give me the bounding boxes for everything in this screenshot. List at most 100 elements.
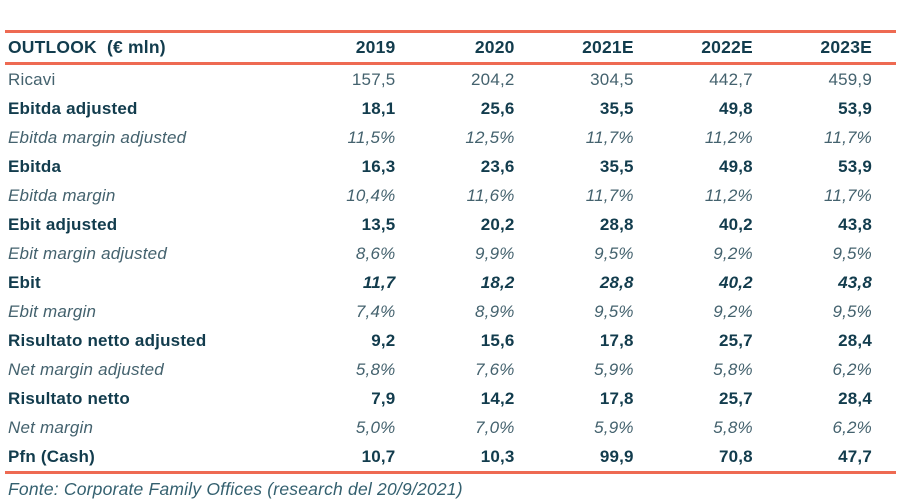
row-label: Ricavi (8, 70, 56, 89)
cell-value: 7,0% (475, 418, 515, 437)
cell-value: 5,9% (594, 418, 634, 437)
cell-value: 99,9 (599, 447, 634, 466)
cell-value: 35,5 (599, 99, 634, 118)
table-row: Ebit adjusted 13,5 20,2 28,8 40,2 43,8 (5, 210, 896, 239)
cell-value: 20,2 (480, 215, 515, 234)
cell-value: 14,2 (480, 389, 515, 408)
table-row: Ebit 11,7 18,2 28,8 40,2 43,8 (5, 268, 896, 297)
column-header-2023e: 2023E (820, 37, 872, 57)
cell-value: 16,3 (361, 157, 396, 176)
cell-value: 47,7 (838, 447, 872, 466)
cell-value: 5,8% (713, 418, 753, 437)
column-header-2019: 2019 (355, 37, 396, 57)
cell-value: 6,2% (832, 418, 872, 437)
cell-value: 25,7 (718, 331, 753, 350)
row-label: Net margin adjusted (8, 360, 164, 379)
cell-value: 7,6% (475, 360, 515, 379)
cell-value: 11,7% (824, 186, 872, 205)
source-note: Fonte: Corporate Family Offices (researc… (8, 479, 463, 499)
column-header-2021e: 2021E (582, 37, 634, 57)
table-row: Net margin adjusted 5,8% 7,6% 5,9% 5,8% 6,2% (5, 355, 896, 384)
cell-value: 9,2% (713, 244, 753, 263)
table-row: Ebitda margin adjusted 11,5% 12,5% 11,7% 11,… (5, 123, 896, 152)
cell-value: 43,8 (838, 273, 872, 292)
cell-value: 28,4 (838, 389, 872, 408)
cell-value: 13,5 (361, 215, 396, 234)
cell-value: 17,8 (599, 331, 634, 350)
cell-value: 5,8% (713, 360, 753, 379)
cell-value: 11,5% (347, 128, 396, 147)
cell-value: 442,7 (709, 70, 753, 89)
cell-value: 10,4% (346, 186, 396, 205)
row-label: Ebit (8, 273, 41, 292)
cell-value: 7,4% (355, 302, 396, 321)
cell-value: 35,5 (599, 157, 634, 176)
cell-value: 11,2% (704, 128, 753, 147)
cell-value: 11,7% (824, 128, 872, 147)
cell-value: 49,8 (718, 99, 753, 118)
table-row: Ebitda margin 10,4% 11,6% 11,7% 11,2% 11,7% (5, 181, 896, 210)
cell-value: 6,2% (832, 360, 872, 379)
cell-value: 40,2 (718, 273, 753, 292)
cell-value: 204,2 (471, 70, 515, 89)
cell-value: 11,6% (466, 186, 515, 205)
cell-value: 12,5% (465, 128, 515, 147)
cell-value: 49,8 (718, 157, 753, 176)
table-row: Pfn (Cash) 10,7 10,3 99,9 70,8 47,7 (5, 442, 896, 473)
cell-value: 10,7 (361, 447, 396, 466)
cell-value: 28,8 (599, 215, 634, 234)
row-label: Ebitda margin adjusted (8, 128, 187, 147)
table-row: Ebit margin 7,4% 8,9% 9,5% 9,2% 9,5% (5, 297, 896, 326)
cell-value: 28,4 (838, 331, 872, 350)
row-label: Risultato netto adjusted (8, 331, 207, 350)
cell-value: 70,8 (718, 447, 753, 466)
page-title: OUTLOOK (€ mln) (8, 37, 166, 57)
table-row: Ebitda 16,3 23,6 35,5 49,8 53,9 (5, 152, 896, 181)
cell-value: 53,9 (838, 157, 872, 176)
cell-value: 5,0% (355, 418, 396, 437)
cell-value: 23,6 (480, 157, 515, 176)
cell-value: 15,6 (480, 331, 515, 350)
cell-value: 28,8 (599, 273, 634, 292)
table-row: Ricavi 157,5 204,2 304,5 442,7 459,9 (5, 64, 896, 95)
row-label: Ebit adjusted (8, 215, 118, 234)
cell-value: 8,9% (475, 302, 515, 321)
row-label: Risultato netto (8, 389, 130, 408)
cell-value: 40,2 (718, 215, 753, 234)
cell-value: 9,2% (713, 302, 753, 321)
table-row: Risultato netto 7,9 14,2 17,8 25,7 28,4 (5, 384, 896, 413)
table-row: Net margin 5,0% 7,0% 5,9% 5,8% 6,2% (5, 413, 896, 442)
cell-value: 9,5% (832, 244, 872, 263)
header-row: OUTLOOK (€ mln) 2019 2020 2021E 2022E 20… (5, 32, 896, 64)
table-body: Ricavi 157,5 204,2 304,5 442,7 459,9 Ebitda ad… (5, 64, 896, 473)
cell-value: 11,2% (704, 186, 753, 205)
cell-value: 9,2 (371, 331, 396, 350)
cell-value: 25,6 (480, 99, 515, 118)
cell-value: 10,3 (480, 447, 515, 466)
cell-value: 459,9 (828, 70, 872, 89)
cell-value: 9,5% (594, 302, 634, 321)
cell-value: 9,9% (475, 244, 515, 263)
row-label: Ebitda margin (8, 186, 116, 205)
table-header: OUTLOOK (€ mln) 2019 2020 2021E 2022E 20… (5, 32, 896, 64)
column-header-2022e: 2022E (701, 37, 753, 57)
cell-value: 25,7 (718, 389, 753, 408)
cell-value: 43,8 (838, 215, 872, 234)
cell-value: 5,9% (594, 360, 634, 379)
cell-value: 18,2 (480, 273, 515, 292)
cell-value: 9,5% (832, 302, 872, 321)
row-label: Ebit margin adjusted (8, 244, 167, 263)
row-label: Net margin (8, 418, 94, 437)
table-row: Ebit margin adjusted 8,6% 9,9% 9,5% 9,2% 9,5% (5, 239, 896, 268)
row-label: Ebitda (8, 157, 62, 176)
table-row: Ebitda adjusted 18,1 25,6 35,5 49,8 53,9 (5, 94, 896, 123)
cell-value: 18,1 (361, 99, 396, 118)
cell-value: 304,5 (590, 70, 634, 89)
cell-value: 9,5% (594, 244, 634, 263)
outlook-table-container: OUTLOOK (€ mln) 2019 2020 2021E 2022E 20… (5, 30, 896, 500)
row-label: Ebit margin (8, 302, 97, 321)
cell-value: 11,7% (585, 128, 634, 147)
row-label: Pfn (Cash) (8, 447, 95, 466)
cell-value: 5,8% (355, 360, 396, 379)
cell-value: 17,8 (599, 389, 634, 408)
